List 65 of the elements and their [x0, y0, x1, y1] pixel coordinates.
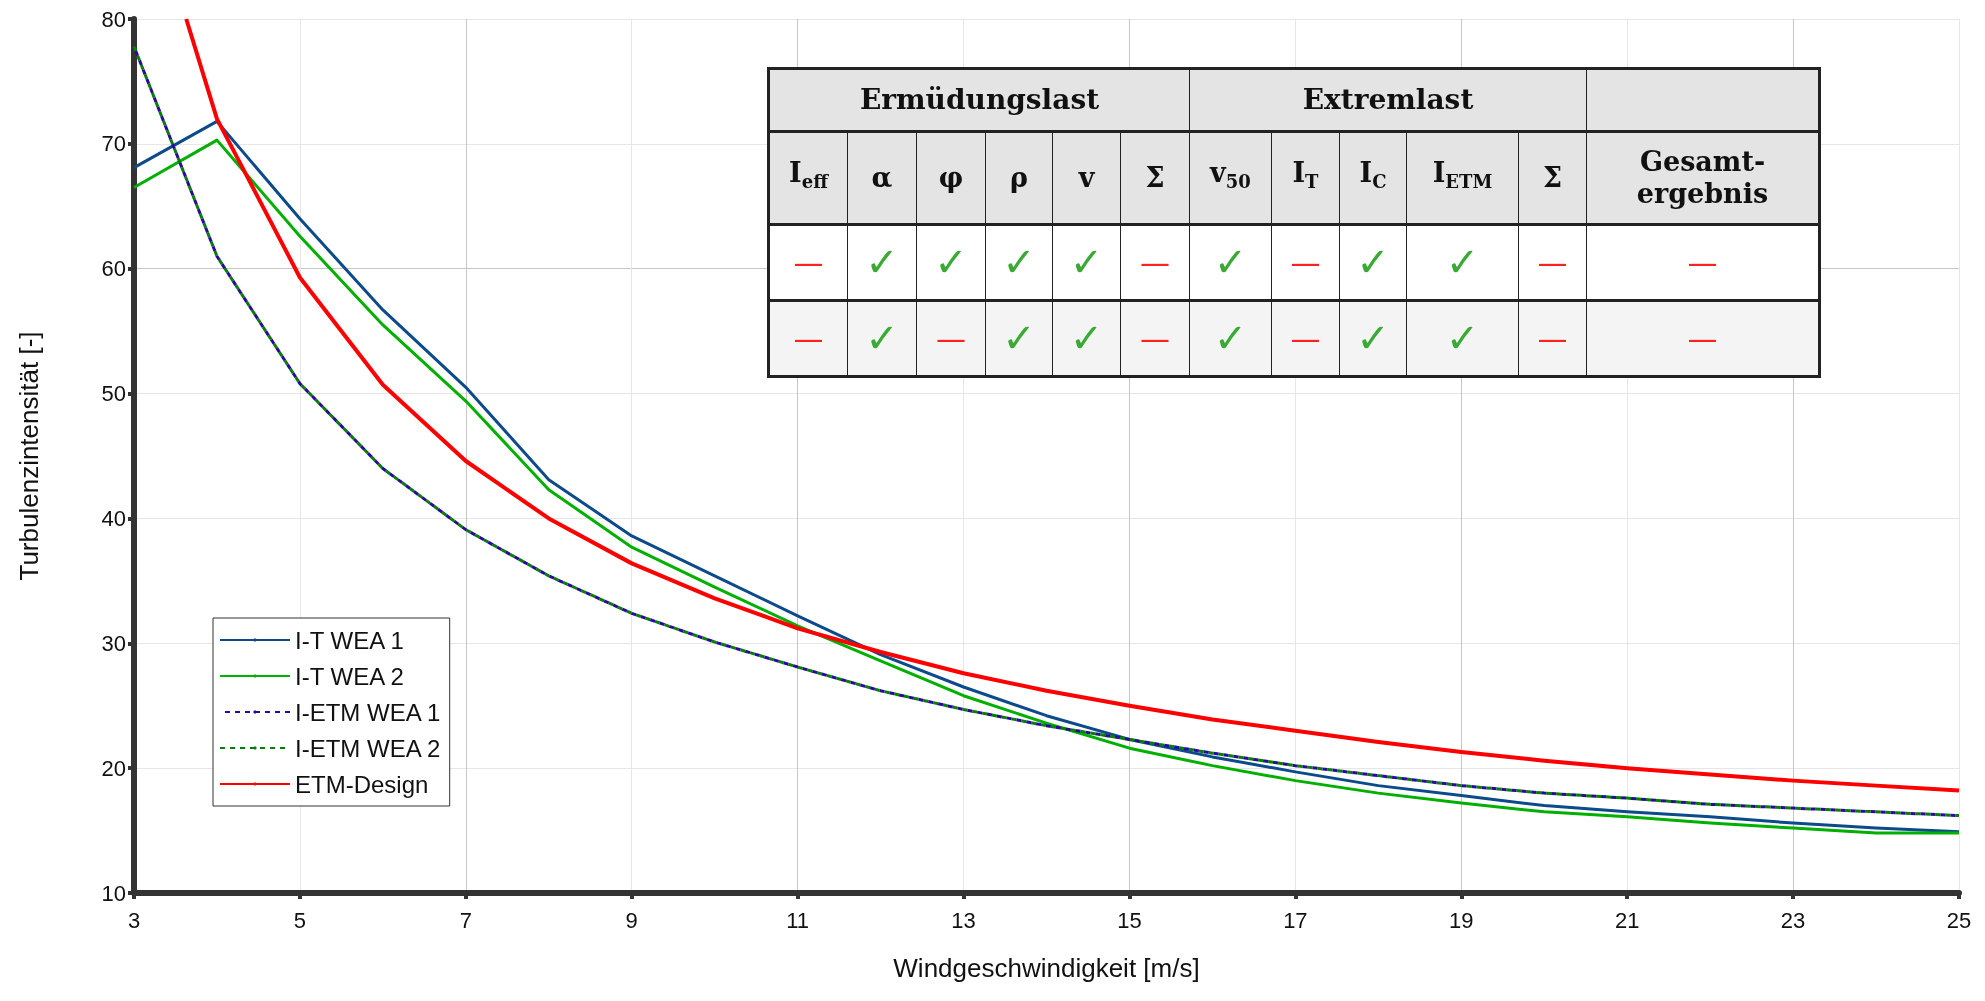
- annotation: ✓: [1189, 224, 1272, 300]
- annotation: ρ: [985, 131, 1053, 224]
- y-tick-label: 40: [101, 505, 126, 531]
- annotation: I$_{C}$: [1339, 131, 1407, 224]
- y-tick-label: 10: [101, 880, 126, 906]
- legend-label: ETM-Design: [295, 770, 429, 798]
- x-tick-label: 21: [1614, 907, 1640, 933]
- legend-label: I-T WEA 2: [295, 662, 404, 690]
- legend-label: I-ETM WEA 1: [295, 698, 441, 726]
- annotation: —: [1518, 224, 1587, 300]
- y-tick-label: 70: [101, 131, 126, 157]
- y-tick-label: 60: [101, 256, 126, 282]
- annotation: v$_{50}$: [1189, 131, 1272, 224]
- legend-label: I-ETM WEA 2: [295, 734, 441, 762]
- x-tick-label: 13: [951, 907, 976, 933]
- annotation: I$_{ETM}$: [1406, 131, 1519, 224]
- x-tick-label: 11: [786, 907, 810, 933]
- x-tick-label: 19: [1449, 907, 1474, 933]
- annotation: ✓: [916, 224, 986, 300]
- annotation: ✓: [1339, 300, 1407, 376]
- annotation: ✓: [1406, 224, 1519, 300]
- annotation: ✓: [1339, 224, 1407, 300]
- y-tick-label: 80: [101, 6, 126, 32]
- annotation: Σ: [1518, 131, 1587, 224]
- y-tick-label: 50: [101, 381, 126, 407]
- annotation: ✓: [1189, 300, 1272, 376]
- annotation: ✓: [1406, 300, 1519, 376]
- y-tick-label: 30: [101, 630, 126, 656]
- x-tick-label: 15: [1117, 907, 1142, 933]
- annotation: α: [847, 131, 917, 224]
- x-axis-title: Windgeschwindigkeit [m/s]: [893, 953, 1200, 983]
- annotation: —: [1271, 300, 1340, 376]
- y-tick-label: 20: [101, 755, 126, 781]
- annotation: ✓: [1052, 300, 1121, 376]
- x-tick-label: 5: [293, 907, 307, 933]
- annotation: ✓: [985, 224, 1053, 300]
- annotation: Extremlast: [1189, 70, 1587, 131]
- annotation: ✓: [847, 224, 917, 300]
- annotation: Ermüdungslast: [768, 70, 1190, 131]
- x-tick-label: 25: [1946, 907, 1972, 933]
- annotation: —: [1120, 224, 1190, 300]
- annotation: I$_{eff}$: [768, 131, 848, 224]
- annotation: ✓: [985, 300, 1053, 376]
- annotation: —: [1686, 243, 1719, 282]
- annotation: ✓: [1052, 224, 1121, 300]
- x-tick-label: 3: [127, 907, 141, 933]
- annotation: v: [1052, 131, 1121, 224]
- annotation: —: [768, 224, 848, 300]
- annotation: —: [1120, 300, 1190, 376]
- annotation: I$_{T}$: [1271, 131, 1340, 224]
- annotation: —: [768, 300, 848, 376]
- x-tick-label: 7: [459, 907, 472, 933]
- annotation: Σ: [1120, 131, 1190, 224]
- annotation: —: [1518, 300, 1587, 376]
- annotation: —: [916, 300, 986, 376]
- y-axis-title: Turbulenzintensität [-]: [14, 331, 44, 581]
- annotation: φ: [916, 131, 986, 224]
- x-tick-label: 9: [625, 907, 638, 933]
- x-tick-label: 17: [1283, 907, 1308, 933]
- legend-label: I-T WEA 1: [295, 626, 404, 654]
- annotation: ✓: [847, 300, 917, 376]
- annotation: —: [1686, 319, 1719, 358]
- x-tick-label: 23: [1780, 907, 1806, 933]
- annotation: Gesamt- ergebnis: [1635, 144, 1770, 211]
- annotation: —: [1271, 224, 1340, 300]
